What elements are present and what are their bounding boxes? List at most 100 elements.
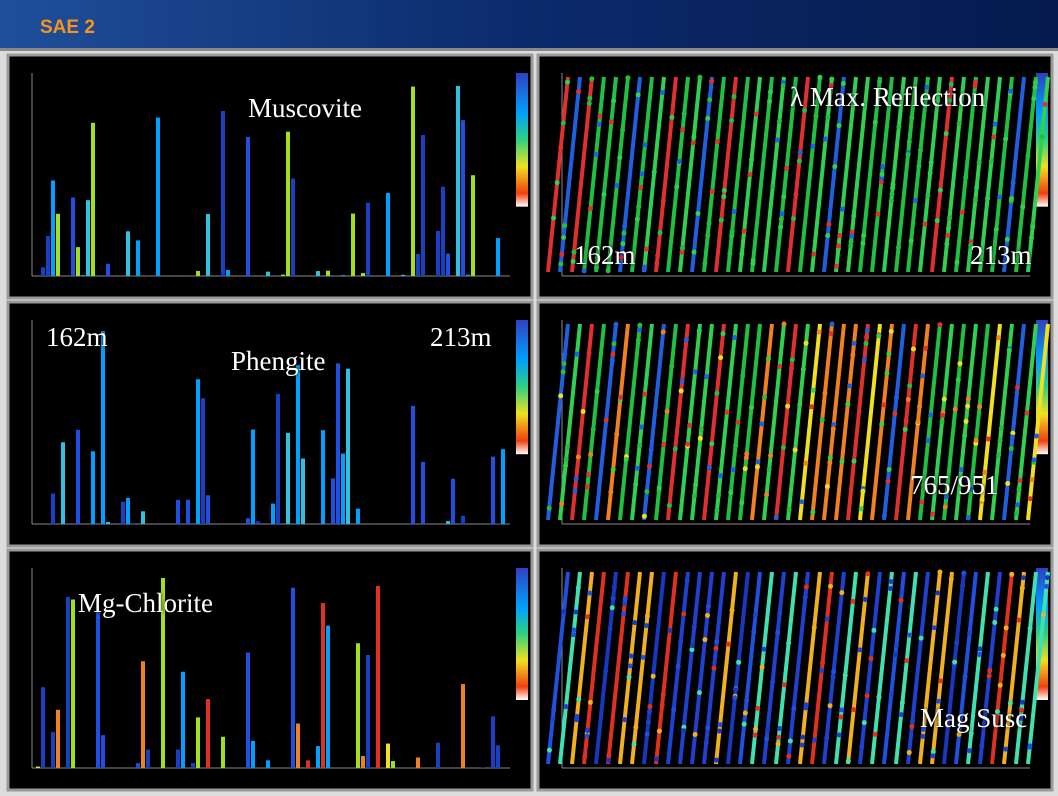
log-dot — [755, 705, 761, 711]
log-dot — [996, 452, 1002, 458]
log-dot — [861, 720, 867, 726]
log-dot — [820, 660, 826, 666]
log-dot — [963, 418, 969, 424]
log-dot — [905, 152, 911, 158]
log-dot — [1030, 224, 1036, 230]
log-dot — [1031, 457, 1037, 463]
log-stripe — [1002, 323, 1026, 521]
hist-bar — [281, 274, 285, 276]
log-dot — [575, 454, 581, 460]
log-dot — [800, 366, 806, 372]
log-dot — [655, 253, 661, 259]
log-dot — [834, 263, 840, 269]
log-dot — [718, 355, 724, 361]
log-dot — [787, 738, 793, 744]
hist-bar — [251, 740, 255, 768]
log-dot — [588, 205, 594, 211]
log-dot — [899, 589, 905, 595]
log-dot — [713, 645, 719, 651]
log-dot — [605, 758, 611, 764]
log-dot — [614, 182, 620, 188]
log-stripe — [726, 571, 750, 765]
log-dot — [564, 444, 570, 450]
log-dot — [1009, 571, 1015, 577]
log-stripe — [714, 323, 738, 521]
log-dot — [1004, 236, 1010, 242]
log-dot — [603, 417, 609, 423]
log-dot — [560, 369, 566, 375]
log-dot — [915, 419, 921, 425]
log-stripe — [690, 76, 714, 273]
log-dot — [851, 213, 857, 219]
log-dot — [1014, 510, 1020, 516]
log-dot — [1002, 258, 1008, 264]
hist-bar — [206, 214, 210, 276]
log-dot — [753, 612, 759, 618]
log-dot — [1009, 434, 1015, 440]
log-stripe — [858, 76, 882, 273]
log-stripe — [810, 571, 834, 765]
log-dot — [839, 206, 845, 212]
log-dot — [605, 268, 611, 274]
log-dot — [594, 254, 600, 260]
hist-bar — [436, 742, 440, 768]
log-dot — [716, 492, 722, 498]
log-dot — [988, 158, 994, 164]
log-stripe — [882, 323, 906, 521]
log-dot — [887, 585, 893, 591]
log-dot — [956, 731, 962, 737]
log-dot — [962, 674, 968, 680]
log-dot — [825, 114, 831, 120]
log-dot — [614, 431, 620, 437]
log-stripe — [822, 571, 846, 765]
hist-bar — [436, 230, 440, 276]
log-dot — [611, 584, 617, 590]
hist-bar — [386, 192, 390, 276]
log-dot — [762, 394, 768, 400]
log-dot — [832, 164, 838, 170]
log-stripe — [774, 323, 798, 521]
log-dot — [711, 665, 717, 671]
hist-bar — [136, 240, 140, 276]
log-dot — [696, 328, 702, 334]
log-dot — [781, 194, 787, 200]
log-dot — [753, 111, 759, 117]
log-dot — [802, 594, 808, 600]
hist-bar — [161, 578, 165, 768]
log-dot — [693, 482, 699, 488]
hist-bar — [106, 263, 110, 276]
hist-bar — [126, 231, 130, 276]
log-dot — [704, 612, 710, 618]
hist-bar — [446, 253, 450, 276]
log-dot — [672, 446, 678, 452]
log-stripe — [978, 323, 1002, 521]
log-stripe — [546, 571, 570, 765]
log-dot — [878, 179, 884, 185]
log-dot — [657, 230, 663, 236]
log-stripe — [918, 571, 942, 765]
log-dot — [627, 663, 633, 669]
log-dot — [679, 245, 685, 251]
log-stripe — [798, 323, 822, 521]
log-stripe — [618, 76, 642, 273]
log-dot — [982, 469, 988, 475]
log-dot — [1003, 625, 1009, 631]
log-dot — [680, 127, 686, 133]
log-dot — [896, 245, 902, 251]
log-dot — [754, 464, 760, 470]
log-dot — [785, 403, 791, 409]
log-stripe — [654, 76, 678, 273]
log-dot — [796, 158, 802, 164]
log-dot — [691, 249, 697, 255]
log-stripe — [810, 76, 834, 273]
log-dot — [752, 732, 758, 738]
log-dot — [931, 625, 937, 631]
log-dot — [957, 361, 963, 367]
log-dot — [928, 412, 934, 418]
log-dot — [730, 467, 736, 473]
log-stripe — [606, 76, 630, 273]
log-dot — [1000, 652, 1006, 658]
color-scale — [516, 73, 528, 207]
log-dot — [587, 95, 593, 101]
log-dot — [968, 486, 974, 492]
